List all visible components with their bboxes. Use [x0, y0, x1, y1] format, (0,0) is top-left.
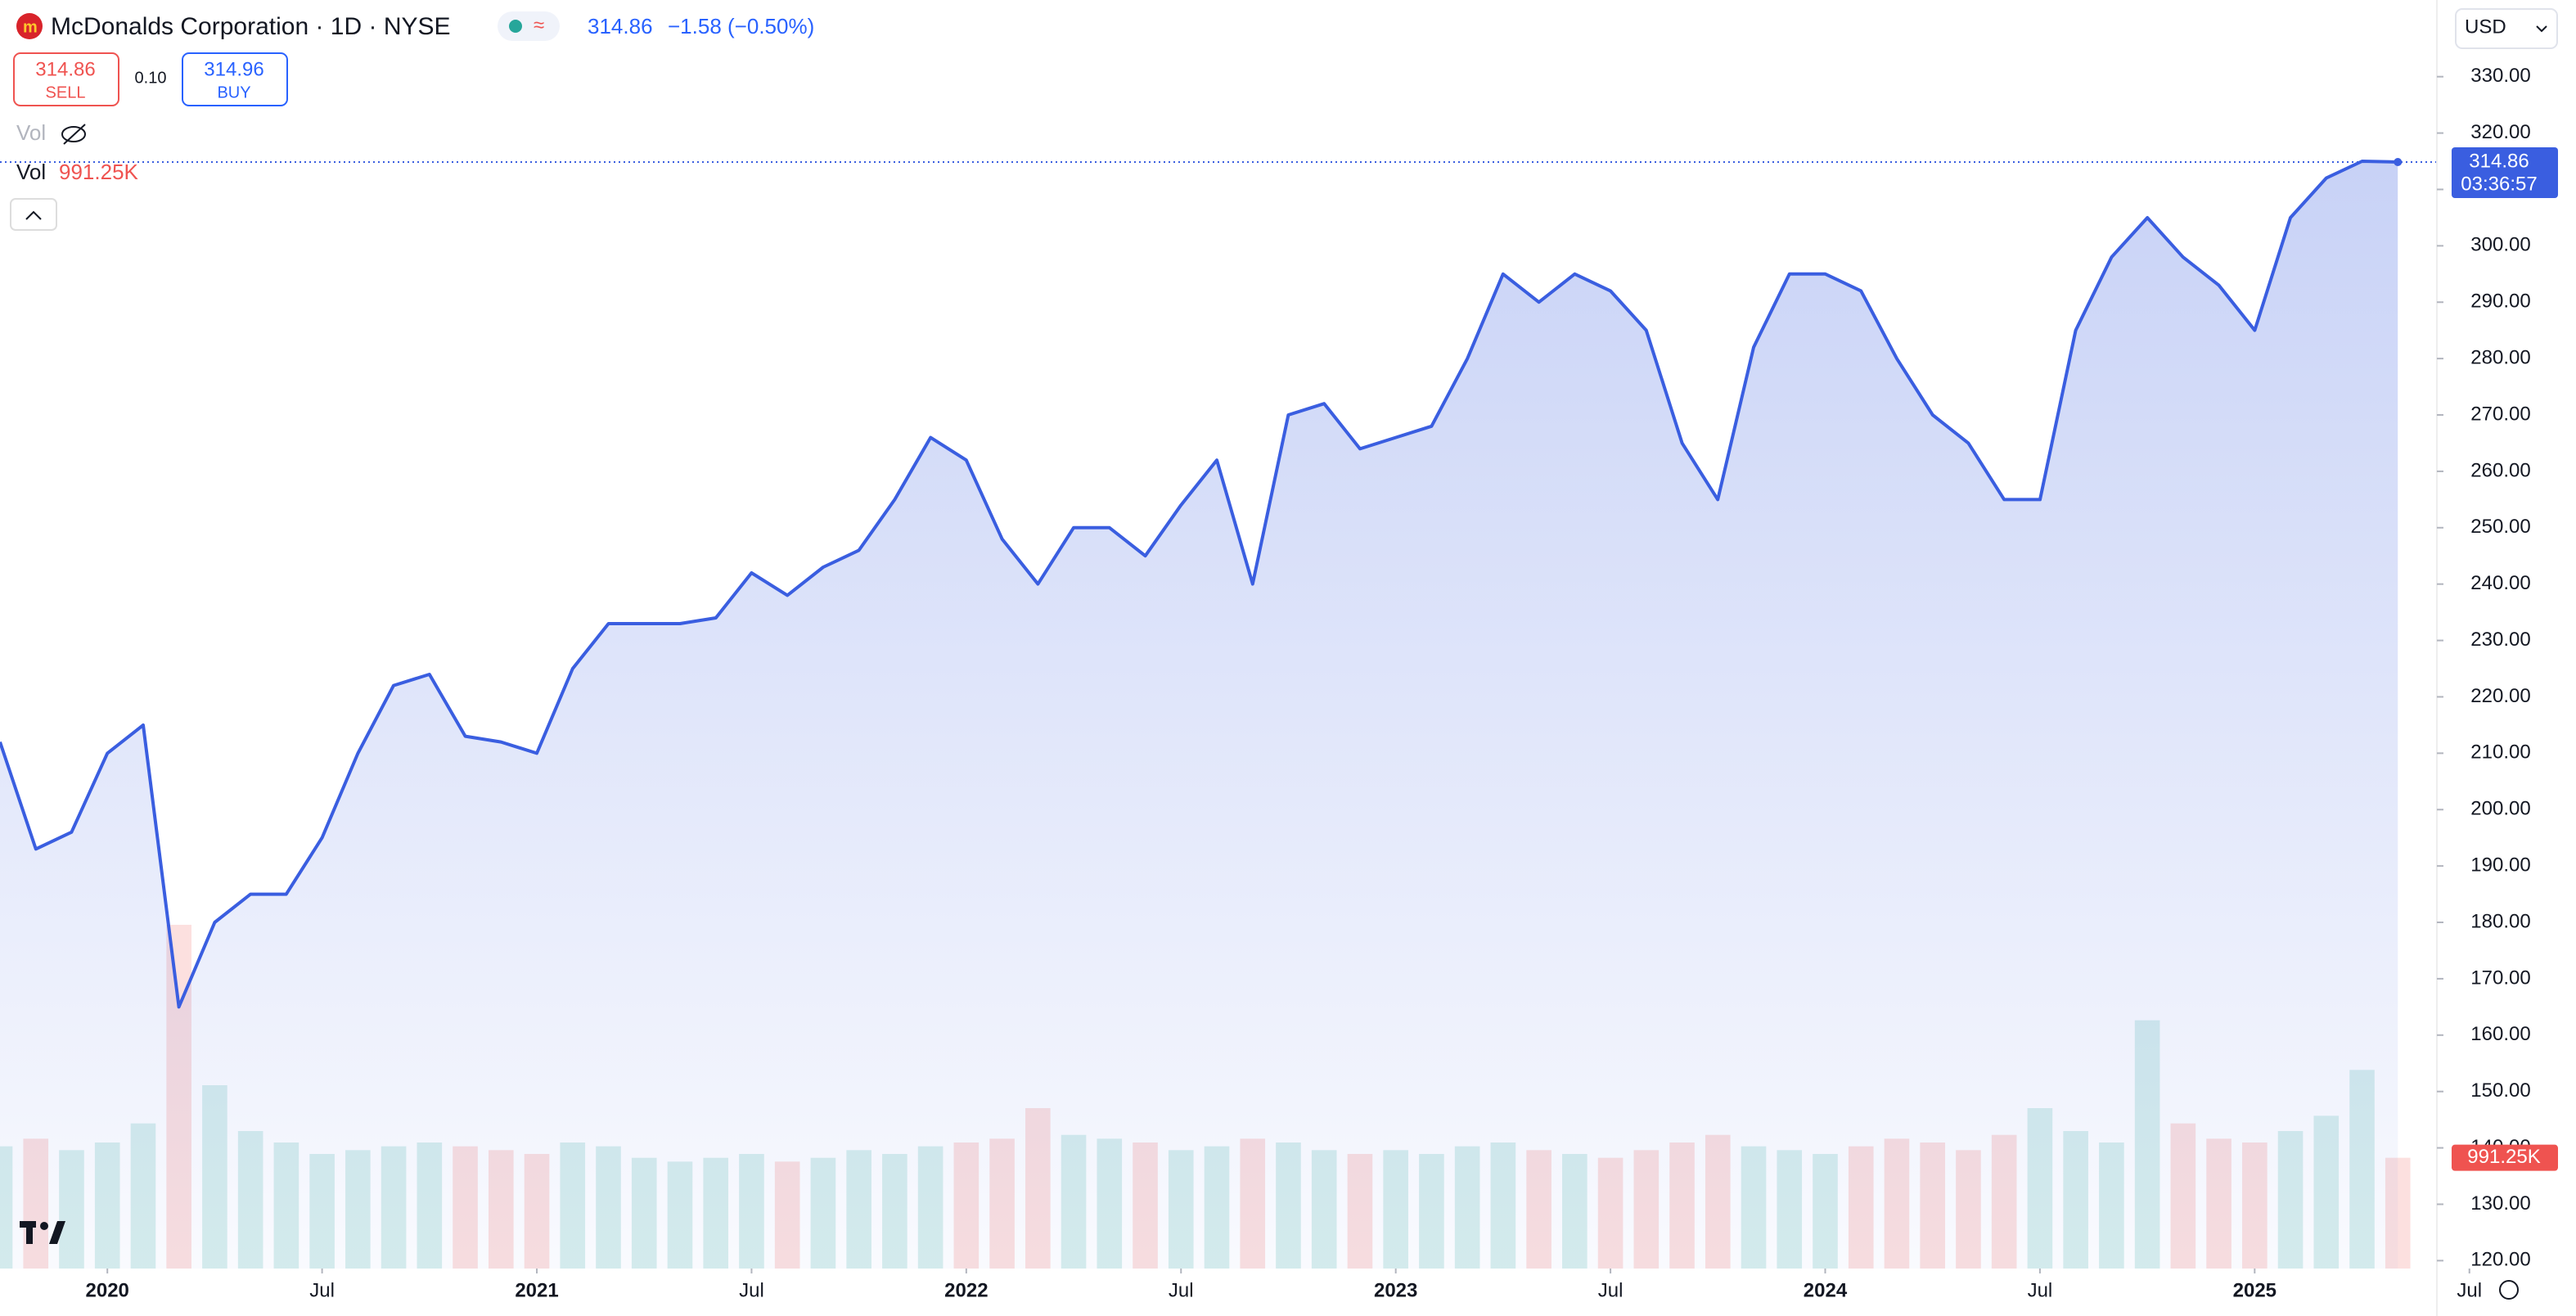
price-badge	[2452, 146, 2558, 198]
logo	[16, 13, 43, 39]
y-tick-label: 220.00	[2470, 685, 2530, 707]
vol-value: 991.25K	[59, 160, 139, 184]
y-tick-label: 190.00	[2470, 854, 2530, 876]
plot	[0, 157, 2437, 1269]
currency: USD	[2465, 16, 2506, 38]
price-change: −1.58 (−0.50%)	[668, 14, 814, 38]
vol-hidden-label: Vol	[16, 120, 46, 145]
dropdown-icon	[2536, 25, 2547, 33]
settings-icon[interactable]	[2499, 1280, 2519, 1300]
tv-logo	[20, 1221, 65, 1244]
y-tick-label: 240.00	[2470, 572, 2530, 594]
y-tick-label: 120.00	[2470, 1249, 2530, 1271]
status-dot	[509, 20, 522, 33]
y-tick-label: 300.00	[2470, 234, 2530, 256]
x-tick-label: Jul	[2028, 1279, 2053, 1301]
y-tick-label: 290.00	[2470, 291, 2530, 313]
y-tick-label: 260.00	[2470, 459, 2530, 481]
y-tick-label: 320.00	[2470, 121, 2530, 143]
volume-badge-value: 991.25K	[2467, 1146, 2540, 1168]
buy-price: 314.96	[204, 58, 263, 80]
x-tick-label: Jul	[1598, 1279, 1624, 1301]
buy-label: BUY	[217, 83, 250, 101]
buy-button[interactable]	[182, 52, 288, 106]
y-tick-label: 280.00	[2470, 346, 2530, 368]
x-tick-label: 2023	[1374, 1279, 1417, 1301]
y-tick-label: 270.00	[2470, 403, 2530, 425]
vol-legend: Vol	[16, 160, 46, 184]
x-tick-label: 2025	[2233, 1279, 2277, 1301]
area	[0, 161, 2398, 1269]
x-tick-label: Jul	[739, 1279, 764, 1301]
x-tick-label: 2024	[1804, 1279, 1848, 1301]
x-tick-label: Jul	[309, 1279, 335, 1301]
y-tick-label: 150.00	[2470, 1079, 2530, 1102]
status-icon: ≈	[534, 14, 544, 36]
eye-icon[interactable]	[61, 124, 86, 145]
currency-select[interactable]	[2455, 8, 2558, 49]
y-tick-label: 170.00	[2470, 967, 2530, 989]
status-pill[interactable]	[498, 11, 560, 41]
chart-title: McDonalds Corporation · 1D · NYSE	[51, 13, 451, 40]
sell-price: 314.86	[35, 58, 95, 80]
last-point	[2394, 157, 2403, 166]
price-badge-countdown: 03:36:57	[2461, 173, 2537, 195]
spread: 0.10	[135, 69, 167, 87]
price-badge-value: 314.86	[2469, 150, 2529, 172]
sell-label: SELL	[46, 83, 86, 101]
y-tick-label: 180.00	[2470, 910, 2530, 932]
y-tick-label: 160.00	[2470, 1023, 2530, 1045]
sell-button[interactable]	[13, 52, 119, 106]
collapse-button[interactable]	[10, 198, 57, 231]
volume-badge	[2452, 1144, 2558, 1171]
y-tick-label: 230.00	[2470, 629, 2530, 651]
x-tick-label: 2022	[944, 1279, 988, 1301]
price-line	[0, 160, 2398, 1009]
collapse-icon	[25, 210, 42, 220]
last-price: 314.86	[588, 14, 653, 38]
x-tick-label: Jul	[1169, 1279, 1194, 1301]
y-tick-label: 200.00	[2470, 798, 2530, 820]
x-tick-label: Jul	[2457, 1279, 2482, 1301]
y-tick-label: 210.00	[2470, 741, 2530, 764]
x-tick-label: 2021	[515, 1279, 558, 1301]
y-tick-label: 250.00	[2470, 516, 2530, 538]
x-tick-label: 2020	[86, 1279, 129, 1301]
logo-m: m	[23, 18, 38, 36]
y-tick-label: 330.00	[2470, 65, 2530, 87]
y-tick-label: 130.00	[2470, 1192, 2530, 1215]
